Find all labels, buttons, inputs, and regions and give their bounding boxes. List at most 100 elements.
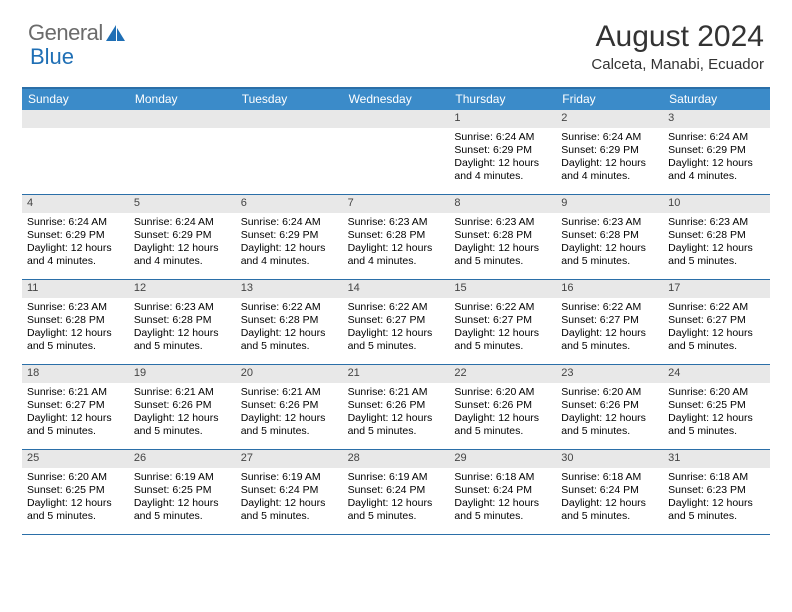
daylight-line: Daylight: 12 hours and 5 minutes. <box>454 327 551 353</box>
day-body: Sunrise: 6:24 AMSunset: 6:29 PMDaylight:… <box>449 128 556 188</box>
sunset-line: Sunset: 6:27 PM <box>454 314 551 327</box>
day-cell: 6Sunrise: 6:24 AMSunset: 6:29 PMDaylight… <box>236 195 343 279</box>
sunrise-line: Sunrise: 6:19 AM <box>348 471 445 484</box>
sunset-line: Sunset: 6:29 PM <box>561 144 658 157</box>
sunset-line: Sunset: 6:26 PM <box>134 399 231 412</box>
sunset-line: Sunset: 6:27 PM <box>668 314 765 327</box>
sunrise-line: Sunrise: 6:21 AM <box>134 386 231 399</box>
daylight-line: Daylight: 12 hours and 5 minutes. <box>668 497 765 523</box>
sunset-line: Sunset: 6:29 PM <box>241 229 338 242</box>
day-number: 28 <box>343 450 450 468</box>
weekday-header: Wednesday <box>343 89 450 110</box>
logo: General <box>28 20 127 46</box>
day-body: Sunrise: 6:23 AMSunset: 6:28 PMDaylight:… <box>556 213 663 273</box>
week-row: 18Sunrise: 6:21 AMSunset: 6:27 PMDayligh… <box>22 365 770 450</box>
day-cell: 15Sunrise: 6:22 AMSunset: 6:27 PMDayligh… <box>449 280 556 364</box>
sunset-line: Sunset: 6:28 PM <box>348 229 445 242</box>
day-cell: 30Sunrise: 6:18 AMSunset: 6:24 PMDayligh… <box>556 450 663 534</box>
day-body: Sunrise: 6:19 AMSunset: 6:25 PMDaylight:… <box>129 468 236 528</box>
day-number <box>22 110 129 128</box>
sunrise-line: Sunrise: 6:22 AM <box>241 301 338 314</box>
sunrise-line: Sunrise: 6:20 AM <box>454 386 551 399</box>
sunset-line: Sunset: 6:26 PM <box>454 399 551 412</box>
sunrise-line: Sunrise: 6:24 AM <box>134 216 231 229</box>
daylight-line: Daylight: 12 hours and 5 minutes. <box>561 497 658 523</box>
day-number: 31 <box>663 450 770 468</box>
sunset-line: Sunset: 6:29 PM <box>668 144 765 157</box>
day-number: 18 <box>22 365 129 383</box>
day-number: 14 <box>343 280 450 298</box>
sunset-line: Sunset: 6:26 PM <box>561 399 658 412</box>
day-body: Sunrise: 6:24 AMSunset: 6:29 PMDaylight:… <box>236 213 343 273</box>
sunrise-line: Sunrise: 6:24 AM <box>27 216 124 229</box>
logo-text-2: Blue <box>30 44 74 69</box>
daylight-line: Daylight: 12 hours and 4 minutes. <box>134 242 231 268</box>
sunset-line: Sunset: 6:29 PM <box>27 229 124 242</box>
day-number: 10 <box>663 195 770 213</box>
logo-text-1: General <box>28 20 103 46</box>
day-body: Sunrise: 6:24 AMSunset: 6:29 PMDaylight:… <box>22 213 129 273</box>
sunset-line: Sunset: 6:28 PM <box>668 229 765 242</box>
sunrise-line: Sunrise: 6:22 AM <box>668 301 765 314</box>
daylight-line: Daylight: 12 hours and 5 minutes. <box>27 327 124 353</box>
week-row: 1Sunrise: 6:24 AMSunset: 6:29 PMDaylight… <box>22 110 770 195</box>
daylight-line: Daylight: 12 hours and 5 minutes. <box>241 412 338 438</box>
day-cell: 27Sunrise: 6:19 AMSunset: 6:24 PMDayligh… <box>236 450 343 534</box>
daylight-line: Daylight: 12 hours and 5 minutes. <box>134 497 231 523</box>
sunrise-line: Sunrise: 6:22 AM <box>454 301 551 314</box>
daylight-line: Daylight: 12 hours and 5 minutes. <box>27 497 124 523</box>
day-body: Sunrise: 6:23 AMSunset: 6:28 PMDaylight:… <box>343 213 450 273</box>
day-number: 7 <box>343 195 450 213</box>
sunset-line: Sunset: 6:25 PM <box>668 399 765 412</box>
day-number: 29 <box>449 450 556 468</box>
day-number: 19 <box>129 365 236 383</box>
day-body: Sunrise: 6:24 AMSunset: 6:29 PMDaylight:… <box>129 213 236 273</box>
sunrise-line: Sunrise: 6:24 AM <box>241 216 338 229</box>
day-cell: 26Sunrise: 6:19 AMSunset: 6:25 PMDayligh… <box>129 450 236 534</box>
day-cell: 10Sunrise: 6:23 AMSunset: 6:28 PMDayligh… <box>663 195 770 279</box>
daylight-line: Daylight: 12 hours and 5 minutes. <box>134 412 231 438</box>
day-body: Sunrise: 6:22 AMSunset: 6:27 PMDaylight:… <box>663 298 770 358</box>
day-cell: 29Sunrise: 6:18 AMSunset: 6:24 PMDayligh… <box>449 450 556 534</box>
day-body: Sunrise: 6:23 AMSunset: 6:28 PMDaylight:… <box>22 298 129 358</box>
day-cell: 24Sunrise: 6:20 AMSunset: 6:25 PMDayligh… <box>663 365 770 449</box>
day-cell <box>22 110 129 194</box>
day-number: 13 <box>236 280 343 298</box>
sunset-line: Sunset: 6:28 PM <box>561 229 658 242</box>
daylight-line: Daylight: 12 hours and 4 minutes. <box>27 242 124 268</box>
day-number: 12 <box>129 280 236 298</box>
day-number: 26 <box>129 450 236 468</box>
day-body: Sunrise: 6:20 AMSunset: 6:26 PMDaylight:… <box>556 383 663 443</box>
day-cell: 5Sunrise: 6:24 AMSunset: 6:29 PMDaylight… <box>129 195 236 279</box>
day-cell: 8Sunrise: 6:23 AMSunset: 6:28 PMDaylight… <box>449 195 556 279</box>
day-number: 4 <box>22 195 129 213</box>
daylight-line: Daylight: 12 hours and 4 minutes. <box>561 157 658 183</box>
day-number <box>129 110 236 128</box>
calendar: SundayMondayTuesdayWednesdayThursdayFrid… <box>22 87 770 535</box>
sunrise-line: Sunrise: 6:23 AM <box>348 216 445 229</box>
sunset-line: Sunset: 6:28 PM <box>241 314 338 327</box>
day-cell: 3Sunrise: 6:24 AMSunset: 6:29 PMDaylight… <box>663 110 770 194</box>
weekday-header: Monday <box>129 89 236 110</box>
day-body: Sunrise: 6:20 AMSunset: 6:25 PMDaylight:… <box>22 468 129 528</box>
daylight-line: Daylight: 12 hours and 5 minutes. <box>454 412 551 438</box>
sunset-line: Sunset: 6:24 PM <box>348 484 445 497</box>
day-number: 24 <box>663 365 770 383</box>
day-cell: 1Sunrise: 6:24 AMSunset: 6:29 PMDaylight… <box>449 110 556 194</box>
daylight-line: Daylight: 12 hours and 5 minutes. <box>348 497 445 523</box>
day-cell: 16Sunrise: 6:22 AMSunset: 6:27 PMDayligh… <box>556 280 663 364</box>
daylight-line: Daylight: 12 hours and 5 minutes. <box>561 327 658 353</box>
sunrise-line: Sunrise: 6:24 AM <box>668 131 765 144</box>
day-body: Sunrise: 6:19 AMSunset: 6:24 PMDaylight:… <box>343 468 450 528</box>
sunrise-line: Sunrise: 6:19 AM <box>241 471 338 484</box>
day-cell: 13Sunrise: 6:22 AMSunset: 6:28 PMDayligh… <box>236 280 343 364</box>
day-cell: 31Sunrise: 6:18 AMSunset: 6:23 PMDayligh… <box>663 450 770 534</box>
day-body: Sunrise: 6:18 AMSunset: 6:24 PMDaylight:… <box>556 468 663 528</box>
day-cell: 11Sunrise: 6:23 AMSunset: 6:28 PMDayligh… <box>22 280 129 364</box>
sunset-line: Sunset: 6:26 PM <box>241 399 338 412</box>
sunset-line: Sunset: 6:26 PM <box>348 399 445 412</box>
day-cell: 18Sunrise: 6:21 AMSunset: 6:27 PMDayligh… <box>22 365 129 449</box>
daylight-line: Daylight: 12 hours and 5 minutes. <box>668 412 765 438</box>
day-cell <box>129 110 236 194</box>
weekday-header: Sunday <box>22 89 129 110</box>
